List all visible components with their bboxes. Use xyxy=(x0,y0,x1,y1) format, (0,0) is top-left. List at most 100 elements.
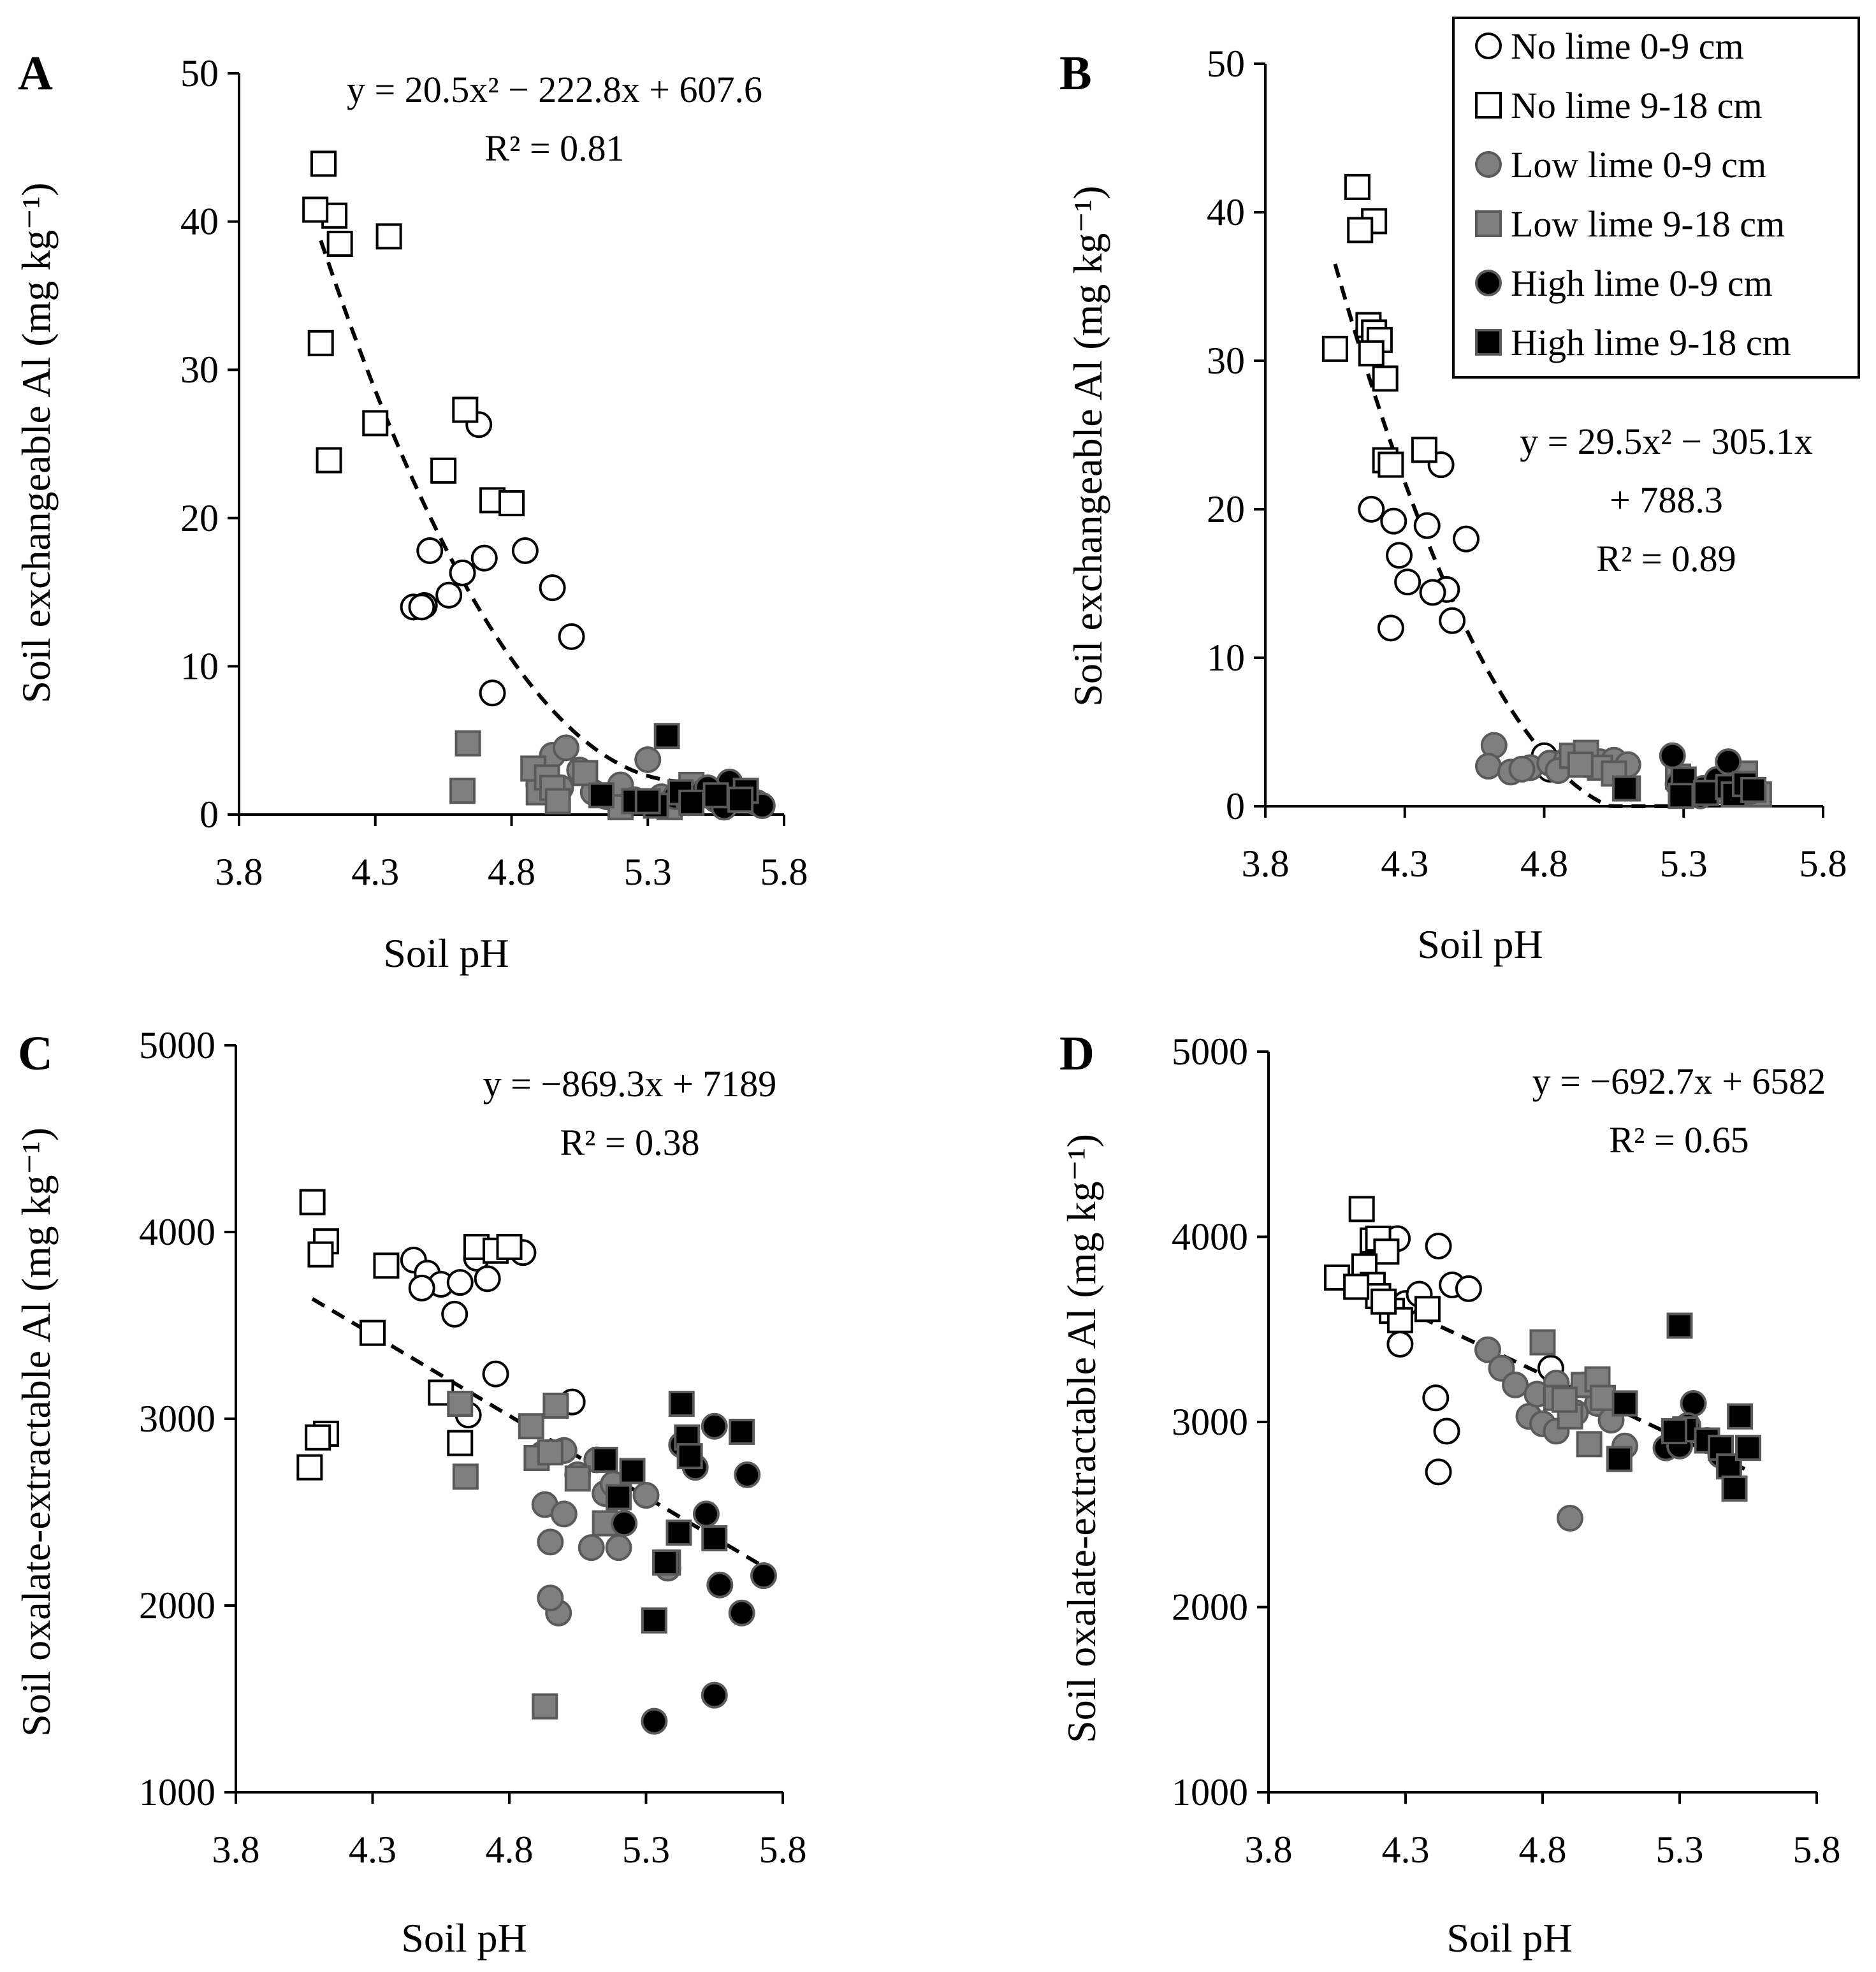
panel-c-point-low-lime-9-18-cm xyxy=(447,1391,474,1417)
panel-b-y-tick-label: 40 xyxy=(1207,191,1245,233)
panel-a-r2: R² = 0.81 xyxy=(484,127,624,169)
panel-a-x-tick-label: 5.8 xyxy=(760,851,808,893)
panel-d-point-low-lime-9-18-cm xyxy=(1551,1386,1578,1413)
panel-b-equation-line1: y = 29.5x² − 305.1x xyxy=(1520,421,1813,462)
panel-c-y-tick-label: 5000 xyxy=(139,1024,215,1066)
panel-d-point-low-lime-9-18-cm xyxy=(1576,1431,1603,1458)
panel-a-y-tick-label: 30 xyxy=(180,349,219,391)
panel-c-point-low-lime-0-9-cm xyxy=(537,1584,564,1612)
panel-b-point-high-lime-9-18-cm xyxy=(1692,779,1719,806)
panel-b-point-low-lime-9-18-cm xyxy=(1567,751,1594,778)
panel-b-point-no-lime-0-9-cm xyxy=(1439,607,1466,634)
panel-d-point-no-lime-0-9-cm xyxy=(1422,1384,1450,1412)
panel-b-y-tick-label: 0 xyxy=(1226,785,1245,827)
panel-c-y-tick-label: 4000 xyxy=(139,1211,215,1253)
panel-d-xlabel: Soil pH xyxy=(1446,1915,1572,1961)
panel-b-point-no-lime-9-18-cm xyxy=(1358,340,1385,366)
panel-c: C 3.8 4.3 4.8 5.3 5.8 1000 2000 3000 4000 5000 So… xyxy=(13,1024,807,1961)
panel-d-point-no-lime-0-9-cm xyxy=(1455,1275,1482,1302)
panel-c-point-no-lime-0-9-cm xyxy=(474,1265,501,1293)
panel-b-point-no-lime-0-9-cm xyxy=(1380,507,1407,535)
panel-d-plot: 3.8 4.3 4.8 5.3 5.8 1000 2000 3000 4000 5000 xyxy=(1172,1031,1841,1871)
panel-b-x-tick-label: 4.3 xyxy=(1381,843,1429,885)
panel-c-point-high-lime-9-18-cm xyxy=(676,1443,703,1470)
panel-b-x-tick-label: 3.8 xyxy=(1242,843,1290,885)
panel-c-point-high-lime-0-9-cm xyxy=(701,1412,728,1440)
panel-b-point-no-lime-0-9-cm xyxy=(1394,569,1422,596)
panel-a-point-low-lime-0-9-cm xyxy=(634,746,662,773)
panel-b-point-no-lime-0-9-cm xyxy=(1453,525,1480,553)
panel-a-point-high-lime-9-18-cm xyxy=(588,782,615,809)
panel-c-x-tick-label: 4.3 xyxy=(349,1829,396,1871)
panel-d-point-high-lime-9-18-cm xyxy=(1606,1446,1632,1472)
panel-c-point-high-lime-9-18-cm xyxy=(668,1391,695,1417)
panel-d-equation: y = −692.7x + 6582 xyxy=(1532,1061,1826,1102)
panel-d-y-tick-label: 5000 xyxy=(1172,1031,1248,1073)
panel-b-point-no-lime-0-9-cm xyxy=(1358,496,1385,523)
panel-a-point-low-lime-9-18-cm xyxy=(572,760,599,787)
panel-b-point-no-lime-0-9-cm xyxy=(1413,512,1441,539)
panel-b-point-no-lime-9-18-cm xyxy=(1372,365,1399,392)
panel-a-xlabel: Soil pH xyxy=(383,931,509,976)
panel-b-point-no-lime-9-18-cm xyxy=(1378,451,1404,478)
panel-b-x-tick-label: 4.8 xyxy=(1520,843,1568,885)
legend-marker-no-lime-9-18-cm xyxy=(1475,92,1502,119)
panel-c-letter: C xyxy=(18,1027,53,1080)
panel-c-point-low-lime-9-18-cm xyxy=(518,1413,544,1440)
panel-a-point-no-lime-9-18-cm xyxy=(302,196,329,223)
panel-d-point-high-lime-9-18-cm xyxy=(1727,1403,1754,1430)
panel-c-point-no-lime-9-18-cm xyxy=(305,1424,331,1451)
panel-d: D 3.8 4.3 4.8 5.3 5.8 1000 2000 3000 4000 5000 So… xyxy=(1059,1027,1841,1961)
panel-a-point-high-lime-9-18-cm xyxy=(727,787,754,813)
panel-d-y-tick-label: 2000 xyxy=(1172,1586,1248,1628)
panel-d-point-high-lime-9-18-cm xyxy=(1735,1435,1761,1461)
panel-c-point-low-lime-0-9-cm xyxy=(550,1500,578,1528)
panel-a-point-no-lime-0-9-cm xyxy=(470,544,498,572)
panel-b-plot: 3.8 4.3 4.8 5.3 5.8 0 10 20 30 40 50 xyxy=(1207,43,1847,885)
panel-d-point-no-lime-0-9-cm xyxy=(1425,1233,1452,1260)
panel-a-plot: 3.8 4.3 4.8 5.3 5.8 0 10 20 30 40 50 xyxy=(180,52,808,893)
panel-c-point-high-lime-9-18-cm xyxy=(652,1549,679,1576)
panel-b-point-no-lime-9-18-cm xyxy=(1411,437,1437,463)
panel-c-plot: 3.8 4.3 4.8 5.3 5.8 1000 2000 3000 4000 5000 xyxy=(139,1024,807,1871)
panel-d-point-high-lime-9-18-cm xyxy=(1666,1312,1693,1339)
panel-a-point-no-lime-9-18-cm xyxy=(307,330,334,356)
panel-c-point-low-lime-0-9-cm xyxy=(578,1534,605,1562)
panel-d-point-high-lime-9-18-cm xyxy=(1611,1390,1638,1417)
panel-b-point-no-lime-9-18-cm xyxy=(1347,217,1374,243)
panel-a-x-tick-label: 4.3 xyxy=(351,851,399,893)
panel-a-point-no-lime-0-9-cm xyxy=(435,581,463,609)
panel-b-equation-line2: + 788.3 xyxy=(1610,479,1723,521)
panel-b-xlabel: Soil pH xyxy=(1417,922,1543,967)
panel-c-point-low-lime-0-9-cm xyxy=(632,1482,660,1509)
legend-label: Low lime 9-18 cm xyxy=(1511,203,1785,245)
panel-a-x-tick-label: 4.8 xyxy=(488,851,535,893)
panel-b-point-no-lime-0-9-cm xyxy=(1377,614,1404,642)
panel-a-y-tick-label: 10 xyxy=(180,645,219,687)
panel-a-point-no-lime-9-18-cm xyxy=(316,447,342,474)
panel-c-point-no-lime-9-18-cm xyxy=(299,1189,326,1215)
panel-d-x-tick-label: 5.3 xyxy=(1656,1829,1704,1871)
panel-c-x-tick-label: 5.3 xyxy=(622,1829,670,1871)
panel-c-point-low-lime-9-18-cm xyxy=(542,1392,569,1419)
panel-c-point-no-lime-9-18-cm xyxy=(373,1252,400,1279)
panel-a-y-tick-label: 50 xyxy=(180,52,219,94)
panel-d-y-tick-label: 3000 xyxy=(1172,1401,1248,1443)
panel-d-point-high-lime-0-9-cm xyxy=(1680,1389,1707,1417)
panel-c-point-high-lime-0-9-cm xyxy=(734,1461,761,1488)
panel-a-point-no-lime-9-18-cm xyxy=(326,230,353,257)
panel-d-point-no-lime-9-18-cm xyxy=(1343,1273,1370,1300)
panel-b-x-tick-label: 5.8 xyxy=(1800,843,1847,885)
panel-b-point-no-lime-9-18-cm xyxy=(1344,173,1371,200)
legend-label: No lime 9-18 cm xyxy=(1511,85,1763,126)
panel-d-r2: R² = 0.65 xyxy=(1609,1119,1749,1161)
panel-a-point-low-lime-9-18-cm xyxy=(454,730,481,757)
panel-c-point-high-lime-0-9-cm xyxy=(641,1707,668,1735)
panel-c-point-high-lime-0-9-cm xyxy=(750,1562,777,1590)
panel-b-r2: R² = 0.89 xyxy=(1596,538,1736,579)
panel-c-point-no-lime-0-9-cm xyxy=(441,1300,469,1328)
panel-c-point-low-lime-0-9-cm xyxy=(605,1534,632,1562)
panel-a-point-no-lime-9-18-cm xyxy=(452,396,479,423)
panel-c-xlabel: Soil pH xyxy=(401,1915,527,1961)
